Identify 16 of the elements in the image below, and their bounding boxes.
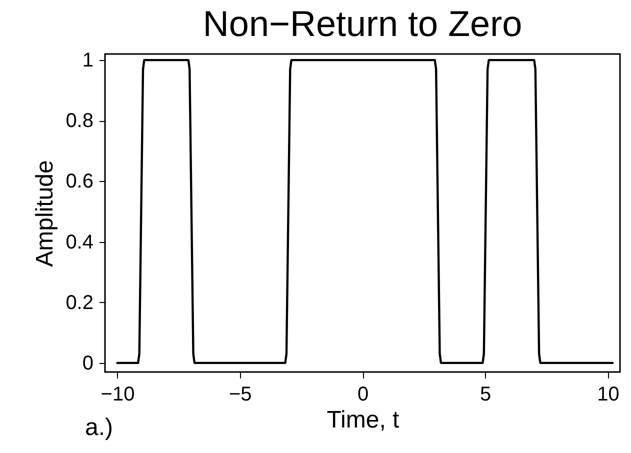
text: a.) <box>85 414 114 441</box>
y-tick-label: 0 <box>82 352 94 374</box>
chart-title: Non−Return to Zero <box>202 3 522 44</box>
x-tick-label: −10 <box>100 384 135 406</box>
x-tick-label: 5 <box>480 384 492 406</box>
y-tick-label: 0.8 <box>66 110 94 132</box>
x-tick-label: 10 <box>597 384 620 406</box>
y-tick-label: 0.4 <box>66 231 94 254</box>
line-series <box>116 58 614 364</box>
y-tick-label: 0.2 <box>66 292 94 314</box>
y-tick-label: 1 <box>82 50 94 72</box>
x-tick-label: −5 <box>228 384 252 406</box>
x-axis-title: Time, t <box>326 406 400 434</box>
y-tick-label: 0.6 <box>66 170 94 193</box>
x-tick-label: 0 <box>357 384 369 406</box>
y-axis-title: Amplitude <box>32 160 59 267</box>
